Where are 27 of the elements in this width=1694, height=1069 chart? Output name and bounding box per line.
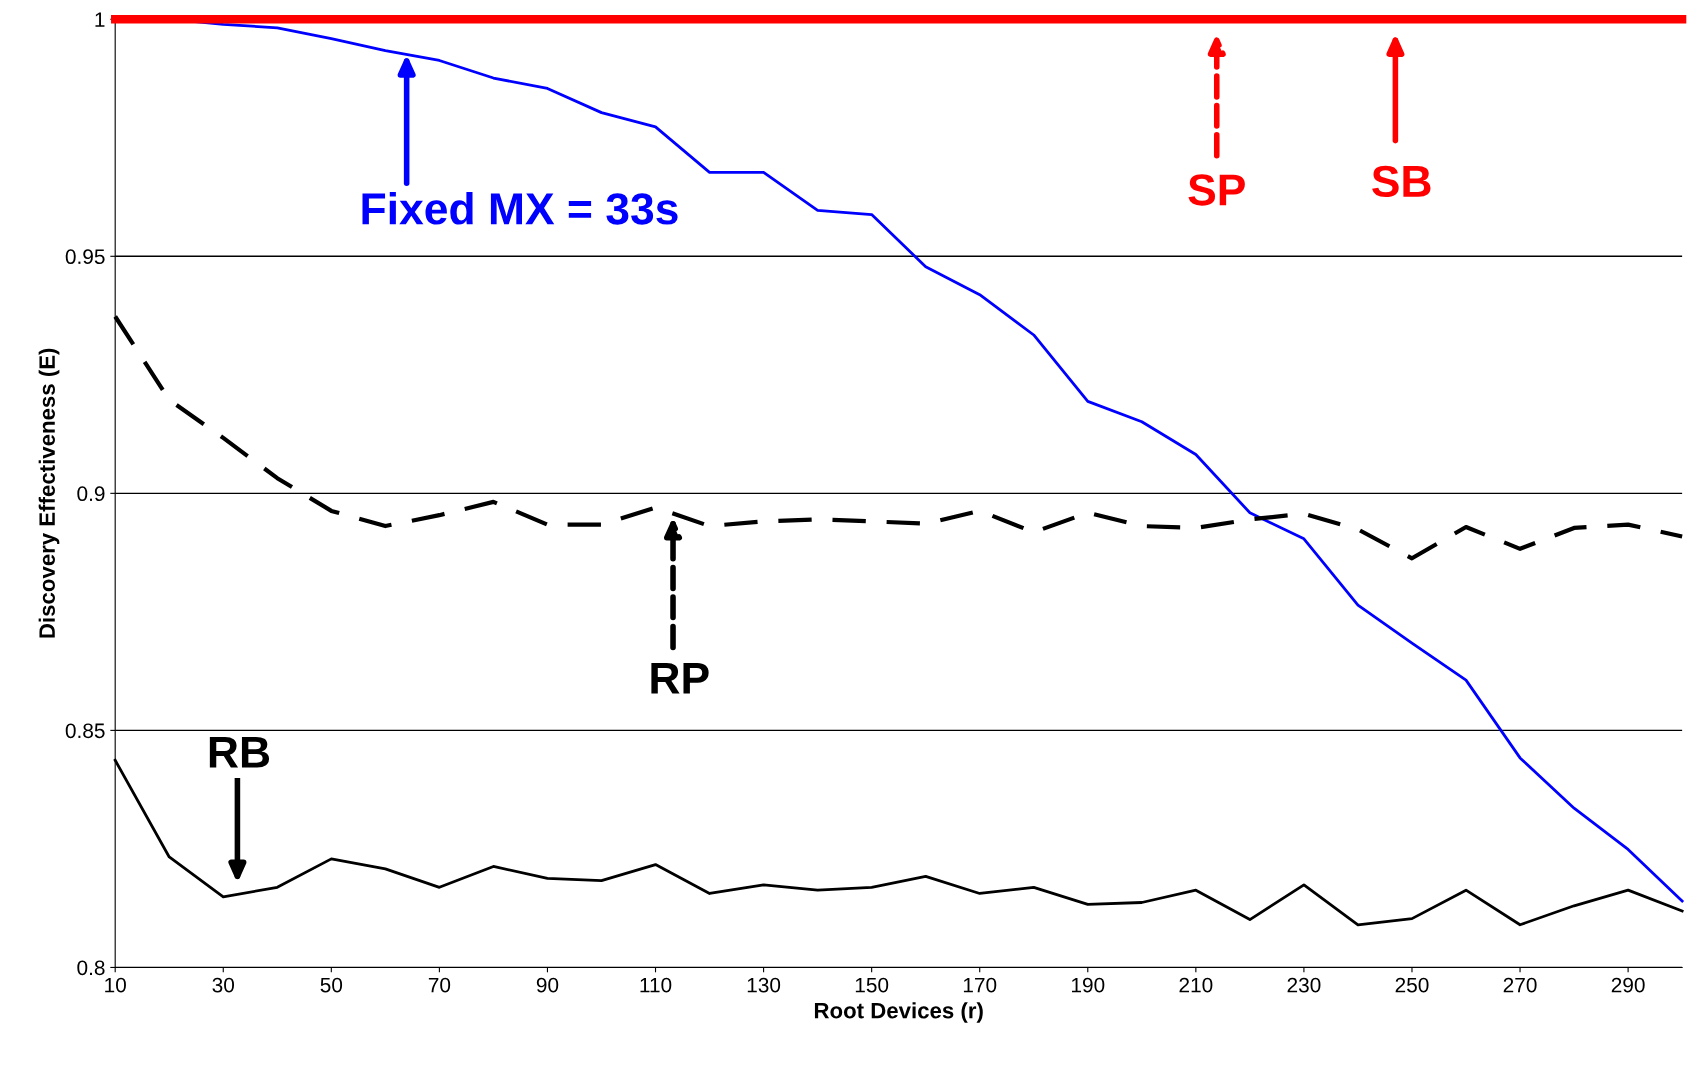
x-tick-label: 10 (105, 977, 126, 993)
x-tick-label: 210 (1179, 977, 1213, 993)
x-tick-label: 290 (1611, 977, 1645, 993)
x-tick-label: 50 (320, 977, 343, 993)
x-tick-label: 150 (855, 977, 889, 993)
y-tick-label: 0.85 (65, 723, 105, 739)
y-tick-label: 1 (95, 12, 105, 27)
x-tick-label: 130 (747, 977, 781, 993)
annotation: SB (1372, 165, 1431, 198)
annotation: SP (1188, 174, 1245, 206)
y-tick-label: 0.9 (77, 486, 105, 502)
annotation: RP (651, 662, 709, 694)
x-tick-label: 230 (1287, 977, 1321, 993)
x-axis-title: Root Devices (r) (814, 1002, 983, 1023)
x-tick-label: 70 (428, 977, 451, 993)
x-tick-label: 190 (1071, 977, 1105, 993)
annotation: RB (209, 736, 270, 768)
y-axis-title: Discovery Effectiveness (E) (38, 348, 60, 638)
x-tick-label: 270 (1503, 977, 1537, 993)
x-tick-label: 90 (536, 977, 559, 993)
x-tick-label: 170 (963, 977, 997, 993)
x-tick-label: 250 (1395, 977, 1429, 993)
annotation: Fixed MX = 33s (362, 191, 678, 225)
y-tick-label: 0.95 (65, 249, 105, 265)
y-tick-label: 0.8 (77, 960, 105, 976)
x-tick-label: 110 (640, 977, 672, 993)
x-tick-label: 30 (212, 977, 235, 993)
